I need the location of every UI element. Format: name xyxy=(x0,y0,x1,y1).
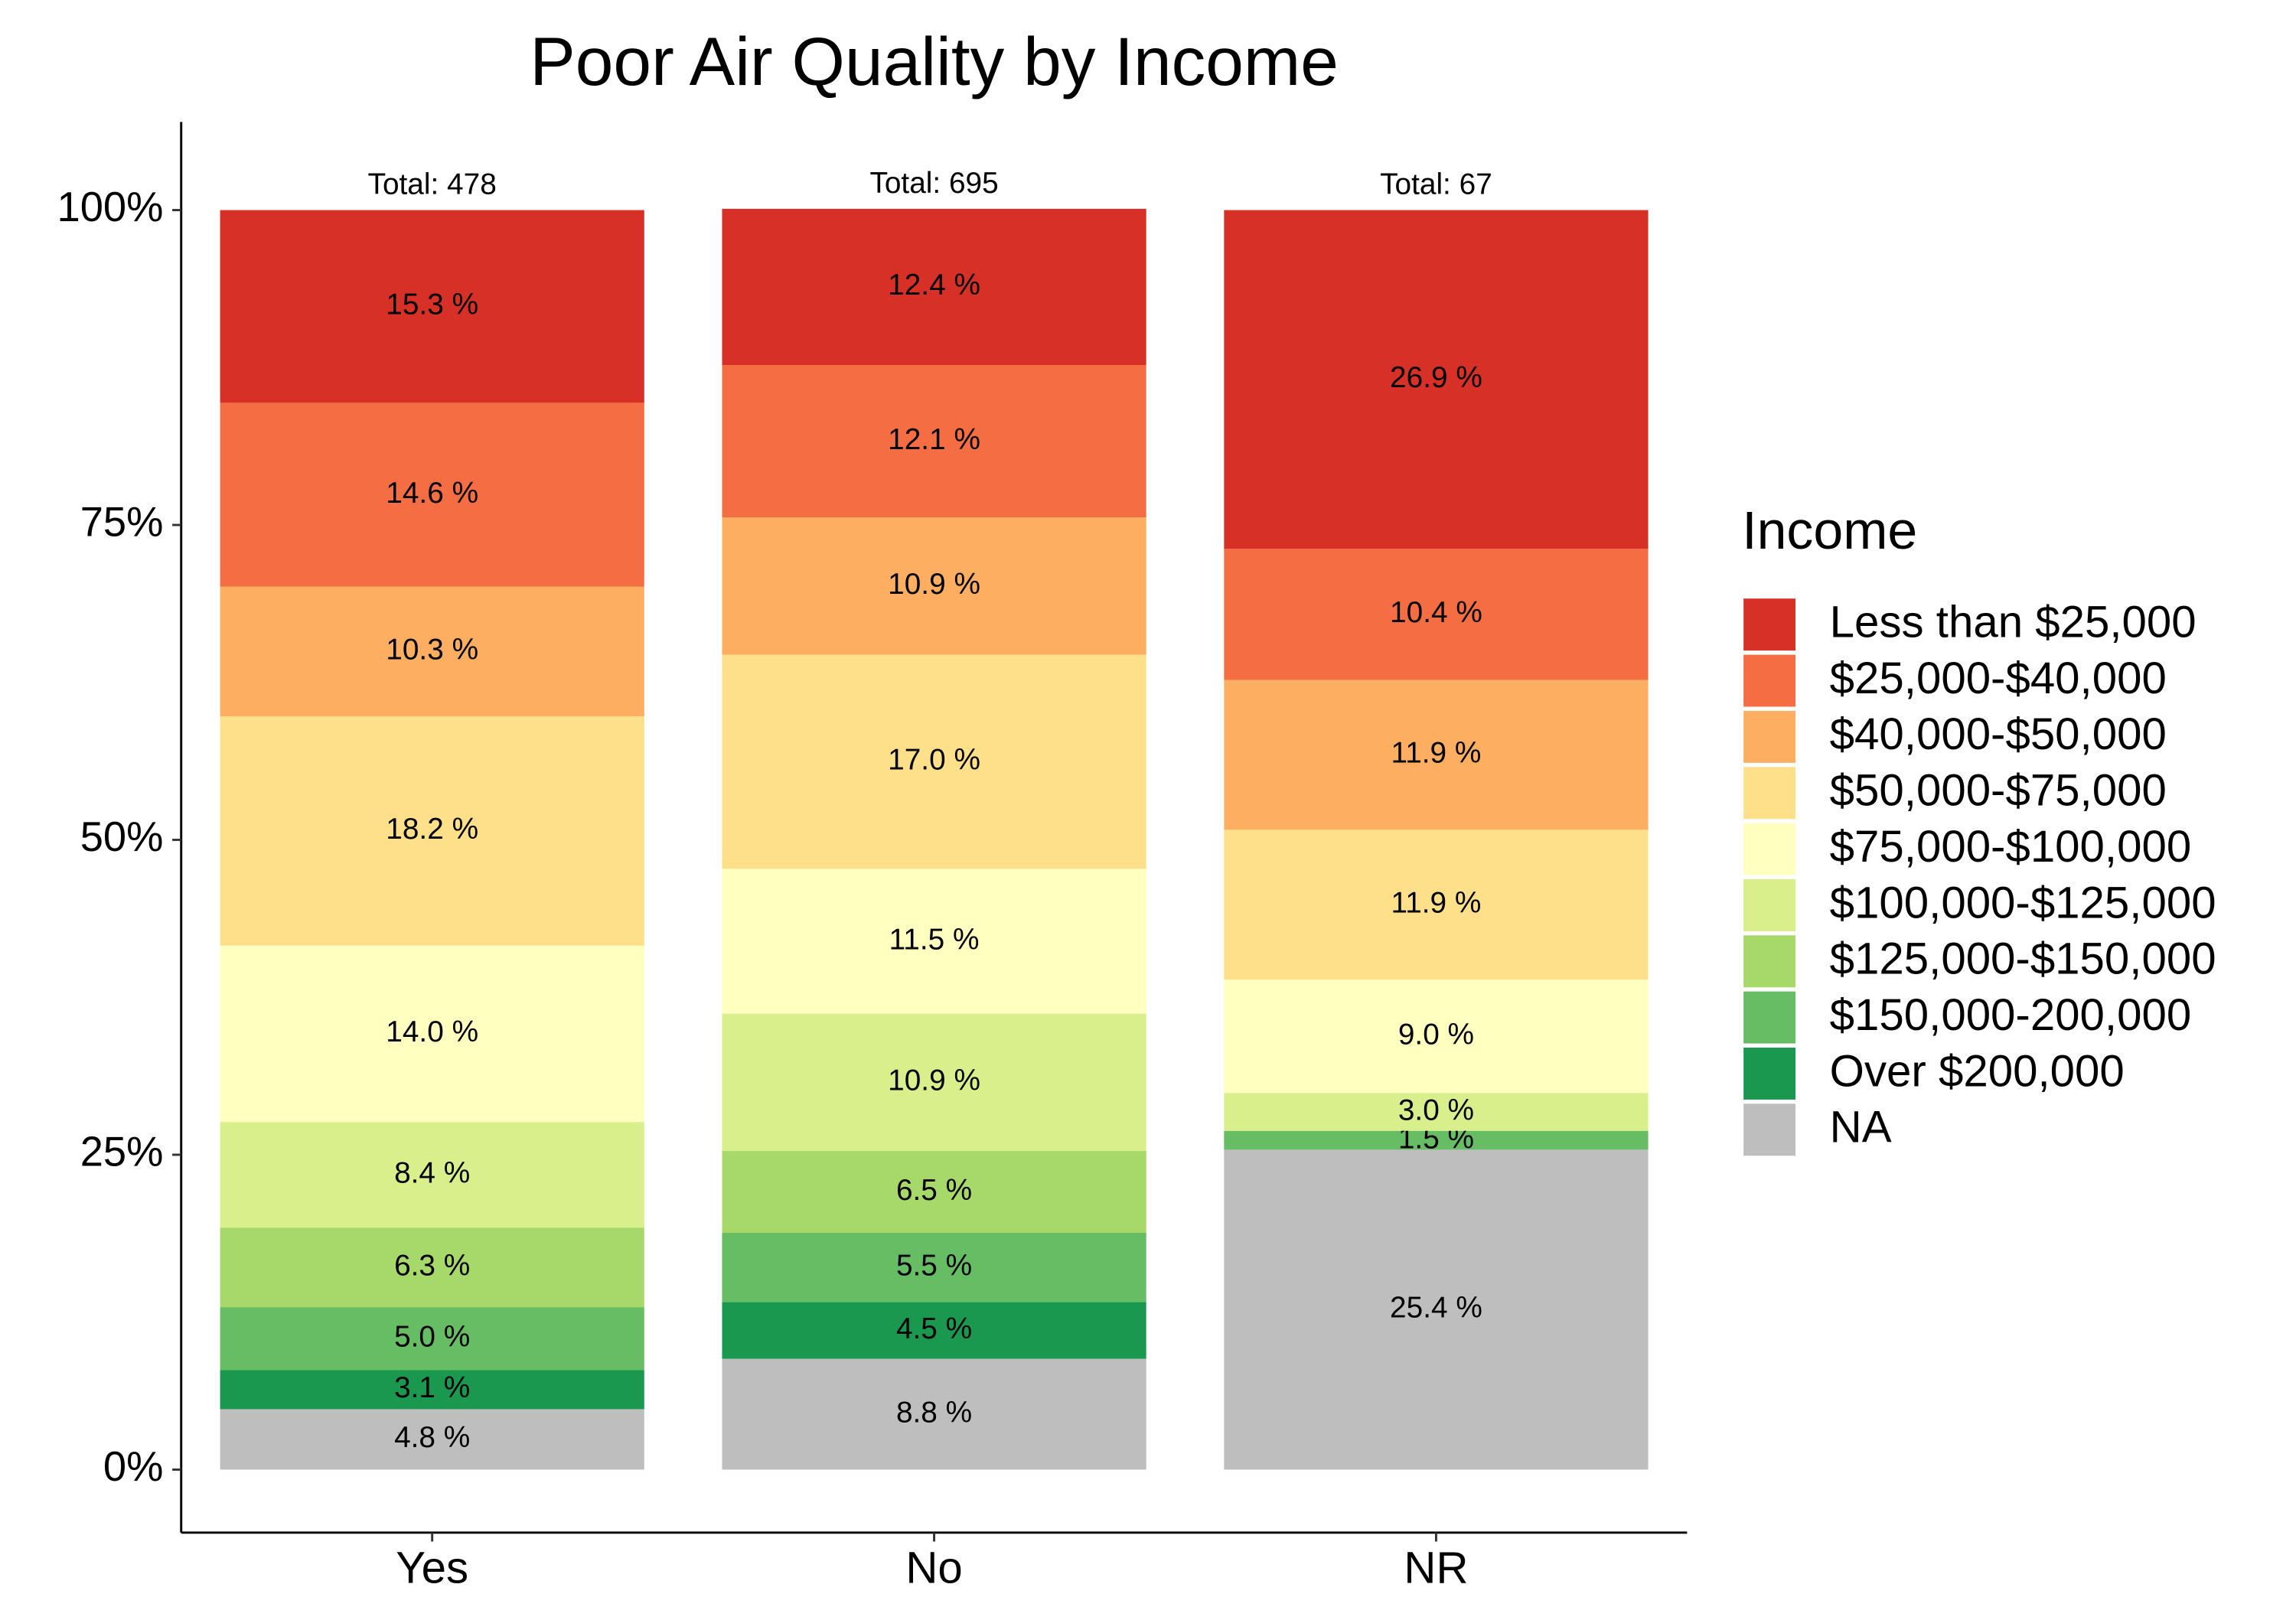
value-label: 10.9 % xyxy=(888,568,980,601)
value-label: 8.4 % xyxy=(394,1157,470,1190)
value-label: 18.2 % xyxy=(386,813,478,846)
value-label: 15.3 % xyxy=(386,288,478,321)
bar-segment xyxy=(1224,1149,1649,1470)
value-label: 14.0 % xyxy=(386,1015,478,1048)
bar-segment xyxy=(220,403,644,587)
chart-title: Poor Air Quality by Income xyxy=(530,23,1339,99)
legend-swatch xyxy=(1743,823,1796,875)
value-label: 3.1 % xyxy=(394,1371,470,1404)
value-label: 14.6 % xyxy=(386,477,478,510)
legend-title: Income xyxy=(1742,500,1917,560)
value-label: 11.5 % xyxy=(889,923,980,956)
value-label: 6.5 % xyxy=(896,1174,972,1207)
x-tick-label: Yes xyxy=(396,1543,468,1593)
bar-segment xyxy=(722,1358,1146,1470)
legend-label: $25,000-$40,000 xyxy=(1830,654,2167,703)
legend-label: $50,000-$75,000 xyxy=(1830,766,2167,816)
value-label: 10.9 % xyxy=(888,1064,980,1097)
value-label: 5.5 % xyxy=(896,1250,972,1283)
value-label: 10.4 % xyxy=(1390,596,1482,629)
value-label: 6.3 % xyxy=(394,1250,470,1283)
legend-swatch xyxy=(1743,767,1796,820)
bar-segment xyxy=(722,1302,1146,1359)
total-label: Total: 67 xyxy=(1380,168,1492,201)
legend-swatch xyxy=(1743,1048,1796,1100)
bar-segment xyxy=(1224,830,1649,980)
bar-segment xyxy=(1224,210,1649,549)
bar-segment xyxy=(220,1409,644,1470)
bar-segment xyxy=(220,1307,644,1371)
legend-swatch xyxy=(1743,935,1796,988)
bar-segment xyxy=(1224,1130,1649,1150)
value-label: 12.4 % xyxy=(888,269,980,302)
bar-segment xyxy=(220,586,644,717)
bar-segment xyxy=(722,1233,1146,1302)
value-label: 25.4 % xyxy=(1390,1292,1482,1325)
x-tick-label: NR xyxy=(1404,1543,1468,1593)
y-tick-label: 100% xyxy=(57,184,164,230)
value-label: 4.5 % xyxy=(896,1312,972,1345)
legend-swatch xyxy=(1743,598,1796,651)
total-label: Total: 478 xyxy=(368,168,497,201)
bar-segment xyxy=(722,869,1146,1014)
y-tick-label: 50% xyxy=(80,813,164,860)
value-label: 3.0 % xyxy=(1398,1094,1474,1126)
legend-swatch xyxy=(1743,991,1796,1044)
bar-segment xyxy=(1224,680,1649,830)
bar-segment xyxy=(722,517,1146,655)
value-label: 11.9 % xyxy=(1391,887,1482,920)
y-tick-label: 25% xyxy=(80,1128,164,1175)
value-label: 10.3 % xyxy=(386,634,478,667)
legend-label: NA xyxy=(1830,1103,1892,1152)
bar-segment xyxy=(722,1013,1146,1152)
legend-label: $150,000-200,000 xyxy=(1830,990,2192,1040)
bar-segment xyxy=(1224,549,1649,680)
legend-label: $75,000-$100,000 xyxy=(1830,822,2192,872)
bar-segment xyxy=(220,716,644,946)
value-label: 26.9 % xyxy=(1390,361,1482,394)
legend-label: $125,000-$150,000 xyxy=(1830,934,2216,984)
legend-label: $100,000-$125,000 xyxy=(1830,878,2216,927)
value-label: 9.0 % xyxy=(1398,1019,1474,1051)
legend-swatch xyxy=(1743,878,1796,931)
bar-segment xyxy=(722,364,1146,518)
value-label: 5.0 % xyxy=(394,1321,470,1354)
bar-segment xyxy=(220,1370,644,1410)
bar-segment xyxy=(1224,980,1649,1094)
value-label: 12.1 % xyxy=(888,423,980,456)
legend-label: $40,000-$50,000 xyxy=(1830,709,2167,759)
total-label: Total: 695 xyxy=(869,167,998,200)
bar-segment xyxy=(1224,1093,1649,1131)
x-tick-label: No xyxy=(905,1543,962,1593)
legend-swatch xyxy=(1743,710,1796,763)
value-label: 11.9 % xyxy=(1391,737,1482,770)
bar-segment xyxy=(220,945,644,1123)
bar-segment xyxy=(722,1151,1146,1234)
legend-swatch xyxy=(1743,654,1796,707)
legend-label: Over $200,000 xyxy=(1830,1046,2125,1096)
legend-swatch xyxy=(1743,1103,1796,1156)
bar-segment xyxy=(220,1227,644,1308)
bar-segment xyxy=(220,1122,644,1228)
value-label: 8.8 % xyxy=(896,1396,972,1429)
y-tick-label: 0% xyxy=(103,1443,164,1490)
bar-segment xyxy=(220,210,644,403)
y-tick-label: 75% xyxy=(80,498,164,545)
bar-segment xyxy=(722,208,1146,365)
value-label: 17.0 % xyxy=(888,744,980,777)
bar-segment xyxy=(722,654,1146,869)
value-label: 4.8 % xyxy=(394,1421,470,1454)
legend-label: Less than $25,000 xyxy=(1830,598,2197,647)
